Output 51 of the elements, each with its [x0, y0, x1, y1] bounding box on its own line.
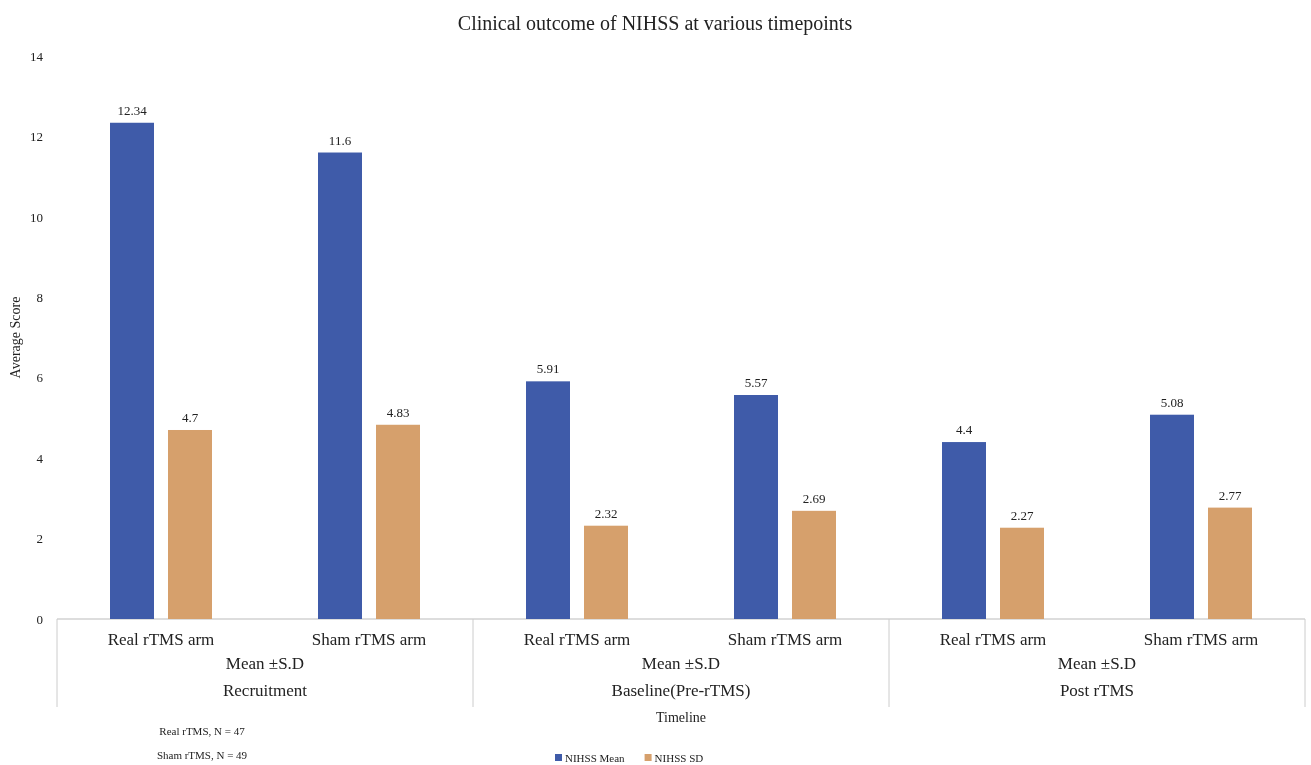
data-label: 5.08	[1160, 394, 1184, 410]
data-label: 5.57	[744, 375, 768, 391]
bar	[376, 424, 420, 619]
data-label: 2.69	[802, 490, 826, 506]
data-label: 2.32	[594, 505, 618, 521]
x-tick-label: Real rTMS arm	[939, 630, 1047, 649]
text: Real rTMS, N = 47	[159, 725, 246, 737]
data-label: 2.27	[1010, 507, 1034, 523]
x-tick-label: Sham rTMS arm	[311, 630, 427, 649]
y-axis-title: Average Score	[8, 296, 23, 379]
bar	[1150, 414, 1194, 619]
bar	[792, 510, 836, 619]
chart-title: Clinical outcome of NIHSS at various timepoints	[457, 12, 853, 35]
y-tick-label: 6	[36, 370, 44, 386]
bar	[584, 525, 628, 619]
text: Recruitment	[222, 681, 308, 700]
y-tick-label: 12	[30, 129, 43, 145]
y-tick-label: 8	[36, 289, 43, 305]
x-tick-label: Real rTMS arm	[523, 630, 631, 649]
y-tick-label: 0	[36, 611, 43, 627]
text: Mean ±S.D	[225, 654, 305, 673]
x-tick-label: Sham rTMS arm	[727, 630, 843, 649]
bar	[168, 429, 212, 619]
bar	[318, 152, 362, 619]
text: Sham rTMS, N = 49	[156, 749, 248, 761]
text: Post rTMS	[1059, 681, 1135, 700]
data-label: 4.4	[955, 422, 973, 438]
bar	[1208, 507, 1252, 619]
bar	[734, 395, 778, 619]
legend-label: NIHSS Mean	[565, 752, 626, 764]
x-tick-label: Sham rTMS arm	[1143, 630, 1259, 649]
text: Mean ±S.D	[641, 654, 721, 673]
data-label: 5.91	[536, 361, 560, 377]
text: Baseline(Pre-rTMS)	[611, 681, 751, 700]
data-label: 12.34	[117, 102, 148, 118]
data-label: 11.6	[328, 132, 352, 148]
legend-label: NIHSS SD	[654, 752, 704, 764]
bar	[526, 381, 570, 619]
data-label: 4.7	[181, 409, 199, 425]
y-tick-label: 14	[30, 48, 44, 64]
y-tick-label: 2	[36, 531, 43, 547]
data-label: 4.83	[386, 404, 410, 420]
x-tick-label: Real rTMS arm	[107, 630, 215, 649]
bar	[942, 442, 986, 619]
y-tick-label: 10	[30, 209, 43, 225]
data-label: 2.77	[1218, 487, 1242, 503]
bar	[1000, 527, 1044, 619]
text: Mean ±S.D	[1057, 654, 1137, 673]
y-tick-label: 4	[36, 450, 44, 466]
x-axis-title: Timeline	[655, 710, 707, 725]
bar	[110, 122, 154, 619]
